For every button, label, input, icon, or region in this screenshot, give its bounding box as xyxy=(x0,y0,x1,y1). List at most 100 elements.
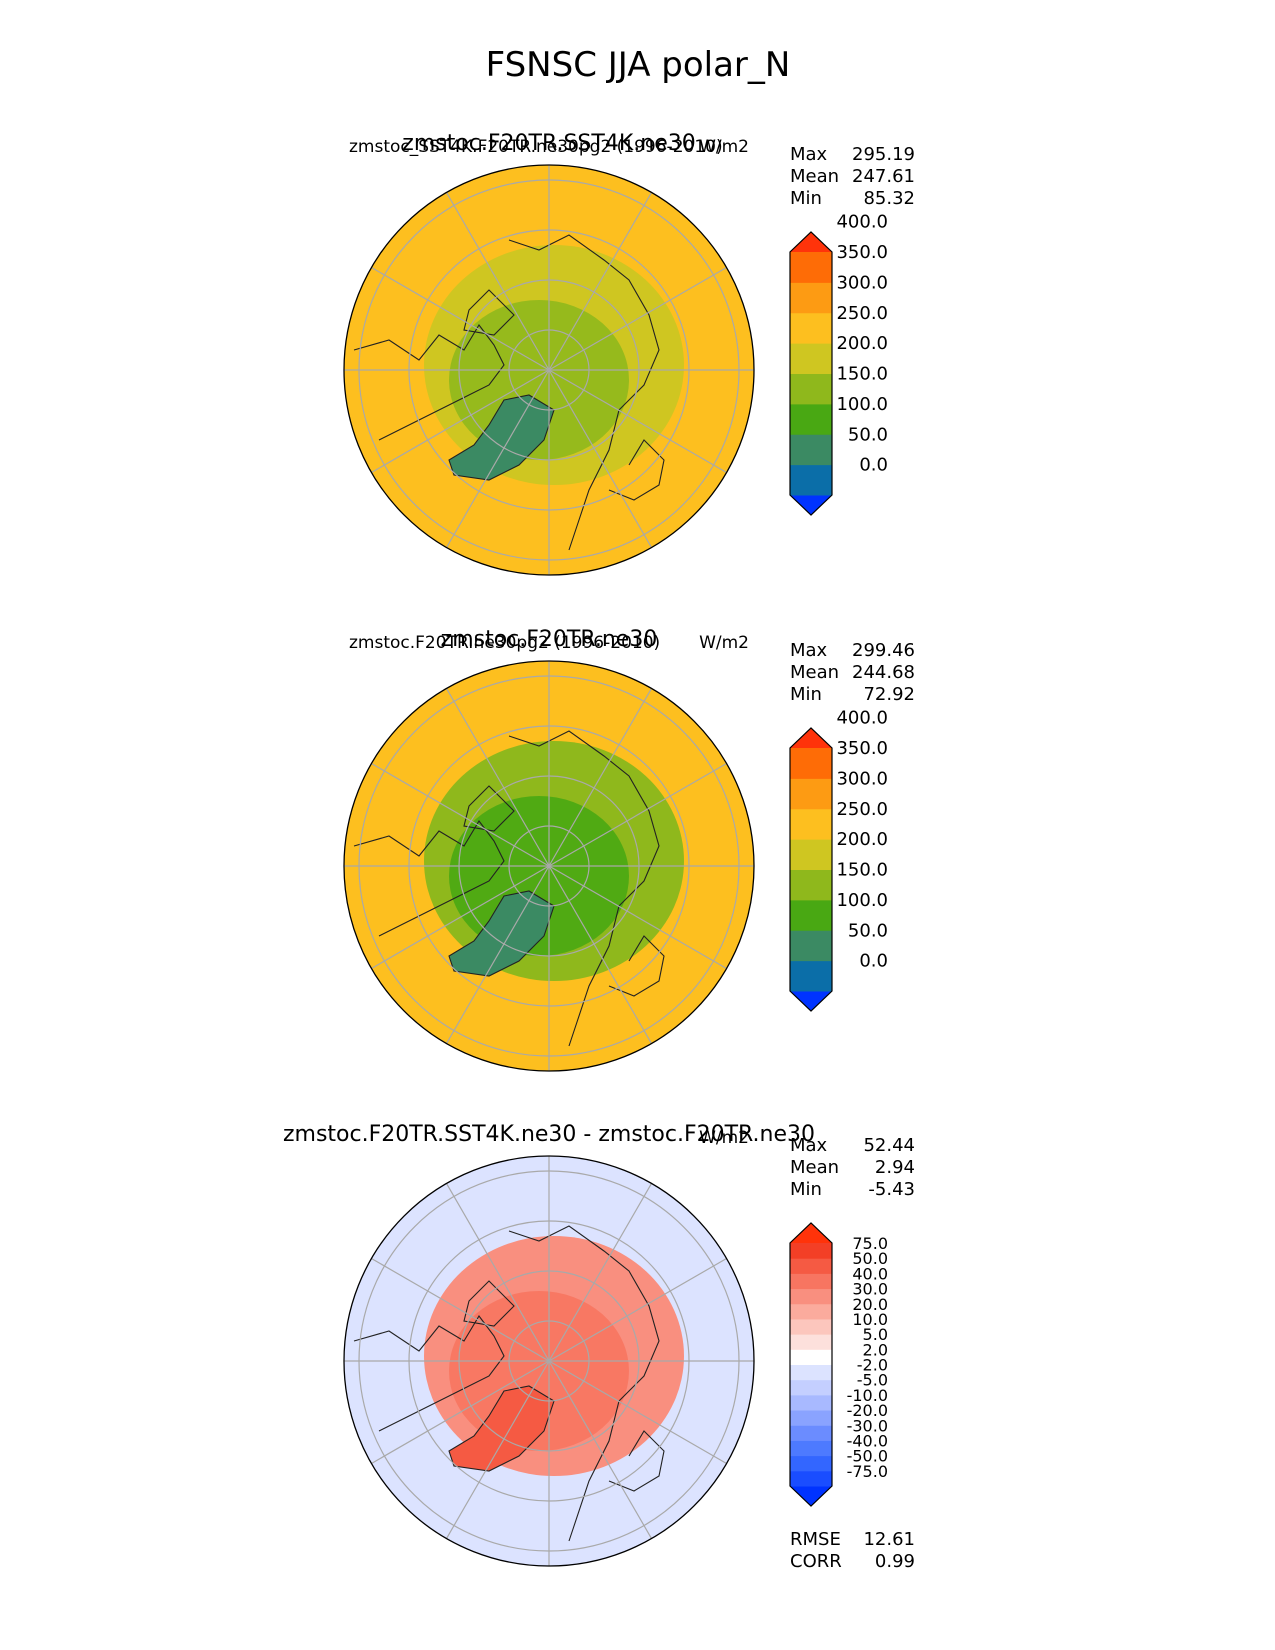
colorbar-tick-label: 250.0 xyxy=(836,799,888,820)
map-boundary xyxy=(343,164,755,576)
colorbar-segment xyxy=(790,1273,832,1290)
colorbar-extend-low xyxy=(790,1486,832,1506)
panel-difference: zmstoc.F20TR.SST4K.ne30 - zmstoc.F20TR.n… xyxy=(283,1122,915,1567)
graticule xyxy=(344,1156,754,1566)
colorbar-segment xyxy=(790,1258,832,1274)
coastline-greenland xyxy=(448,890,555,977)
rmse-value: 12.61 xyxy=(863,1529,915,1550)
colorbar-segment xyxy=(790,1440,832,1457)
panel-title-right: W/m2 xyxy=(699,633,749,653)
colorbar-tick-label: 50.0 xyxy=(848,424,888,445)
panel-title-center: zmstoc.F20TR.SST4K.ne30 - zmstoc.F20TR.n… xyxy=(283,1122,815,1147)
meridian xyxy=(548,865,727,970)
colorbar-tick-label: 5.0 xyxy=(863,1325,888,1344)
colorbar-segment xyxy=(790,434,832,466)
colorbar-tick-label: 50.0 xyxy=(852,1249,888,1268)
colorbar-extend-low xyxy=(790,991,832,1011)
colorbar-tick-label: 150.0 xyxy=(836,860,888,881)
meridian xyxy=(371,369,550,474)
meridian xyxy=(548,266,727,371)
colorbar-segment xyxy=(790,1303,832,1320)
colorbar-tick-label: 350.0 xyxy=(836,242,888,263)
panel-reference: zmstoc.F20TR.ne30pg2 (1996-2010)zmstoc.F… xyxy=(343,627,915,1072)
colorbar-segment xyxy=(790,343,832,374)
colorbar-segment xyxy=(790,1349,832,1365)
stat-value: -5.43 xyxy=(868,1179,915,1200)
colorbar-tick-label: -50.0 xyxy=(847,1447,888,1466)
colorbar-segment xyxy=(790,808,832,840)
meridian xyxy=(548,192,653,371)
panel-title-center: zmstoc.F20TR.ne30 xyxy=(441,627,658,652)
map-boundary xyxy=(343,660,755,1072)
meridian xyxy=(548,369,653,548)
colorbar-tick-label: 50.0 xyxy=(848,920,888,941)
polar-map xyxy=(344,661,754,1071)
meridian xyxy=(548,369,727,474)
colorbar-tick-label: 0.0 xyxy=(859,951,888,972)
coastline-archipelago xyxy=(463,289,515,336)
colorbar-segment xyxy=(790,1288,832,1305)
colorbar-segment xyxy=(790,373,832,405)
colorbar-tick-label: -10.0 xyxy=(847,1386,888,1405)
coastlines xyxy=(353,730,665,1047)
colorbar-segment xyxy=(790,1470,832,1487)
coastlines xyxy=(353,1225,665,1542)
colorbar-tick-label: 100.0 xyxy=(836,394,888,415)
stat-label: Max xyxy=(790,640,828,661)
colorbar-segment xyxy=(790,1364,832,1381)
polar-map xyxy=(344,1156,754,1566)
figure-title: FSNSC JJA polar_N xyxy=(486,45,791,85)
coastline-archipelago xyxy=(463,1280,515,1327)
colorbar-segment xyxy=(790,930,832,962)
colorbar-extend-low xyxy=(790,495,832,515)
meridian xyxy=(445,688,550,867)
colorbar: -75.0-50.0-40.0-30.0-20.0-10.0-5.0-2.02.… xyxy=(789,1222,888,1507)
stat-label: Mean xyxy=(790,166,839,187)
greenland-field xyxy=(449,1386,554,1471)
meridian xyxy=(548,688,653,867)
stat-value: 52.44 xyxy=(863,1135,915,1156)
colorbar-tick-label: -40.0 xyxy=(847,1431,888,1450)
meridian xyxy=(548,1183,653,1362)
colorbar-tick-label: -2.0 xyxy=(857,1356,888,1375)
coastline xyxy=(508,730,660,1047)
colorbar-tick-label: 350.0 xyxy=(836,738,888,759)
colorbar-tick-label: -5.0 xyxy=(857,1371,888,1390)
colorbar-extend-high xyxy=(790,232,832,252)
colorbar-segment xyxy=(790,1243,832,1259)
meridian xyxy=(445,1183,550,1362)
panel-title-right: W/m2 xyxy=(699,1128,749,1148)
colorbar-segment xyxy=(790,1379,832,1396)
colorbar-tick-label: 75.0 xyxy=(852,1234,888,1253)
colorbar-segment xyxy=(790,1394,832,1411)
greenland-field xyxy=(449,395,554,480)
meridian xyxy=(371,1257,550,1362)
colorbar-tick-label: 300.0 xyxy=(836,768,888,789)
meridian xyxy=(445,1360,550,1539)
stat-label: Min xyxy=(790,1179,822,1200)
colorbar-tick-label: 250.0 xyxy=(836,303,888,324)
graticule xyxy=(344,165,754,575)
colorbar-segment xyxy=(790,778,832,810)
colorbar-tick-label: 0.0 xyxy=(859,455,888,476)
meridian xyxy=(548,762,727,867)
stat-label: Max xyxy=(790,144,828,165)
colorbar-segment xyxy=(790,1410,832,1426)
stat-label: Mean xyxy=(790,662,839,683)
coastline xyxy=(508,234,660,551)
greenland-field xyxy=(449,891,554,976)
colorbar-tick-label: 400.0 xyxy=(836,212,888,233)
colorbar-tick-label: 20.0 xyxy=(852,1295,888,1314)
coastline xyxy=(353,324,505,441)
colorbar-segment xyxy=(790,312,832,344)
coastlines xyxy=(353,234,665,551)
meridian xyxy=(371,1360,550,1465)
stat-label: Mean xyxy=(790,1157,839,1178)
coastline-greenland xyxy=(448,394,555,481)
graticule xyxy=(344,661,754,1071)
colorbar-extend-high xyxy=(790,1223,832,1243)
colorbar-tick-label: 200.0 xyxy=(836,333,888,354)
colorbar-tick-label: 2.0 xyxy=(863,1340,888,1359)
colorbar-outline xyxy=(789,231,833,516)
meridian xyxy=(371,762,550,867)
